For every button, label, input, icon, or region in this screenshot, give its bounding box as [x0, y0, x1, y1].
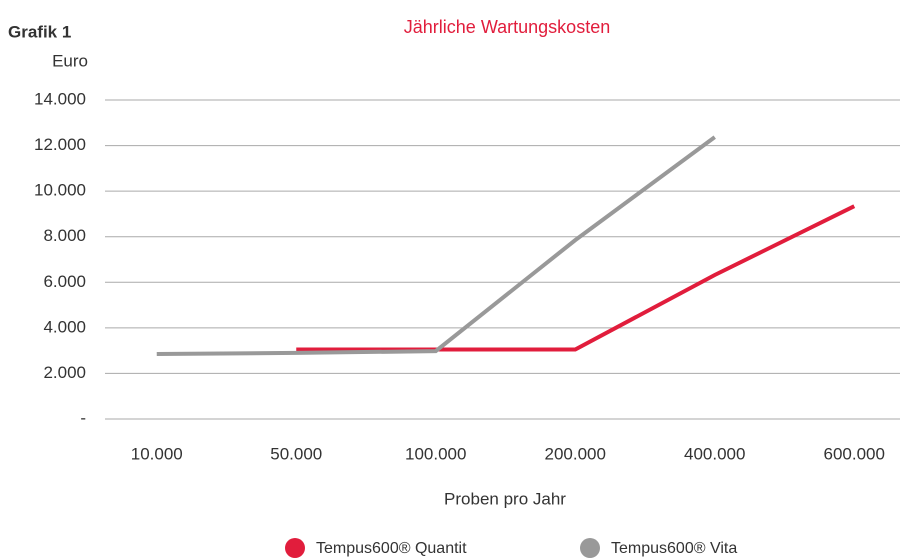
x-tick-label: 400.000 [684, 444, 745, 463]
y-tick-label: 6.000 [43, 272, 86, 291]
legend-label: Tempus600® Vita [611, 540, 737, 557]
x-tick-label: 10.000 [131, 444, 183, 463]
y-tick-label: - [80, 408, 86, 427]
x-tick-label: 50.000 [270, 444, 322, 463]
y-axis-label: Euro [52, 51, 88, 70]
x-axis-label: Proben pro Jahr [444, 489, 566, 508]
y-tick-label: 8.000 [43, 226, 86, 245]
y-tick-label: 10.000 [34, 181, 86, 200]
y-tick-label: 12.000 [34, 135, 86, 154]
legend-label: Tempus600® Quantit [316, 540, 467, 557]
x-tick-label: 100.000 [405, 444, 466, 463]
chart-title: Jährliche Wartungskosten [404, 17, 610, 37]
figure-label: Grafik 1 [8, 22, 71, 41]
legend-marker [285, 538, 305, 558]
series-line [296, 204, 856, 352]
legend-marker [580, 538, 600, 558]
y-tick-label: 4.000 [43, 317, 86, 336]
y-tick-label: 14.000 [34, 89, 86, 108]
series-line [156, 135, 716, 357]
x-tick-label: 200.000 [545, 444, 606, 463]
x-tick-label: 600.000 [824, 444, 885, 463]
y-tick-label: 2.000 [43, 363, 86, 382]
